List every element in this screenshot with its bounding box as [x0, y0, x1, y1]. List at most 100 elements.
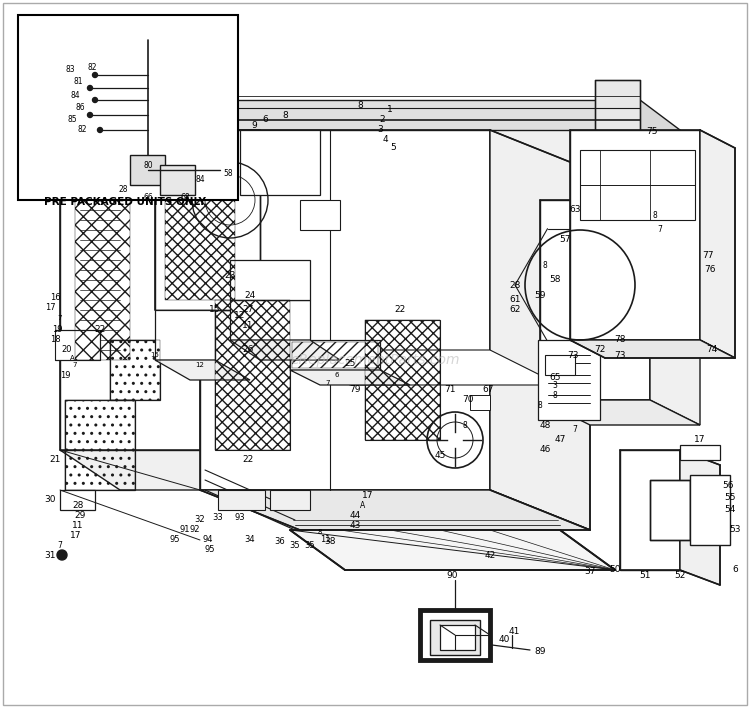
Text: 94: 94: [202, 535, 213, 544]
Text: 12: 12: [234, 311, 246, 319]
Text: 19: 19: [52, 326, 62, 334]
Polygon shape: [160, 165, 195, 195]
Text: 7: 7: [658, 226, 662, 234]
Polygon shape: [640, 100, 700, 175]
Text: 58: 58: [224, 169, 232, 178]
Text: 83: 83: [65, 66, 75, 74]
Circle shape: [57, 550, 67, 560]
Text: 8: 8: [463, 421, 467, 430]
Text: 43: 43: [350, 520, 361, 530]
Polygon shape: [470, 395, 490, 410]
Text: 42: 42: [484, 551, 496, 559]
FancyBboxPatch shape: [18, 15, 238, 200]
Polygon shape: [650, 200, 700, 425]
Polygon shape: [650, 480, 690, 540]
Polygon shape: [218, 490, 265, 510]
Circle shape: [92, 98, 98, 103]
Text: 73: 73: [567, 350, 579, 360]
Polygon shape: [680, 445, 720, 460]
Polygon shape: [538, 340, 600, 420]
Circle shape: [98, 127, 103, 132]
Text: 35: 35: [290, 540, 300, 549]
Text: 52: 52: [674, 571, 686, 580]
Text: 91: 91: [180, 525, 190, 535]
Polygon shape: [270, 490, 310, 510]
Text: 38: 38: [324, 537, 336, 547]
Text: 36: 36: [274, 537, 285, 547]
Polygon shape: [540, 200, 650, 400]
Text: 32: 32: [195, 515, 206, 525]
Polygon shape: [200, 490, 590, 530]
Text: 28: 28: [72, 501, 84, 510]
Text: 82: 82: [77, 125, 87, 135]
Text: 17: 17: [70, 530, 82, 539]
Text: 16: 16: [50, 292, 60, 302]
Text: 7: 7: [572, 426, 578, 435]
Text: 65: 65: [549, 374, 561, 382]
Text: 3: 3: [377, 125, 382, 135]
Polygon shape: [60, 100, 640, 130]
Text: 70: 70: [462, 396, 474, 404]
Polygon shape: [440, 625, 475, 650]
Text: 18: 18: [50, 336, 60, 345]
Text: 29: 29: [74, 510, 86, 520]
Text: 28: 28: [118, 185, 128, 195]
Text: 11: 11: [72, 520, 84, 530]
Polygon shape: [155, 130, 260, 310]
Text: 84: 84: [70, 91, 80, 100]
Text: 15: 15: [209, 305, 220, 314]
Polygon shape: [620, 450, 680, 570]
Text: 25: 25: [344, 358, 355, 367]
Polygon shape: [690, 475, 730, 545]
Polygon shape: [155, 360, 250, 380]
Text: 76: 76: [704, 266, 716, 275]
Polygon shape: [60, 490, 95, 510]
Polygon shape: [230, 260, 310, 300]
Text: A: A: [70, 355, 74, 361]
Text: 71: 71: [444, 385, 456, 394]
Text: 9: 9: [251, 120, 257, 130]
Text: 6: 6: [262, 115, 268, 125]
Text: 59: 59: [534, 290, 546, 299]
Text: 11: 11: [320, 535, 330, 544]
Text: 8: 8: [282, 110, 288, 120]
Text: 50: 50: [609, 566, 621, 574]
Text: 8: 8: [652, 210, 657, 219]
Text: 3: 3: [553, 380, 557, 389]
Text: 51: 51: [639, 571, 651, 580]
Text: 74: 74: [706, 346, 718, 355]
Text: 20: 20: [62, 346, 72, 355]
Polygon shape: [60, 80, 100, 130]
Text: 85: 85: [68, 115, 76, 125]
Text: 26: 26: [242, 346, 254, 355]
Text: 35: 35: [304, 540, 315, 549]
Text: 17: 17: [694, 435, 706, 445]
Text: 22: 22: [242, 455, 254, 464]
Text: 67: 67: [482, 385, 494, 394]
Polygon shape: [545, 355, 575, 375]
Polygon shape: [230, 300, 310, 340]
Polygon shape: [290, 340, 380, 370]
Text: 61: 61: [509, 295, 520, 304]
Text: 41: 41: [509, 627, 520, 636]
Text: 48: 48: [539, 421, 550, 430]
Polygon shape: [60, 450, 260, 490]
Text: PRE PACKAGED UNITS ONLY: PRE PACKAGED UNITS ONLY: [44, 197, 206, 207]
Text: 8: 8: [553, 391, 557, 399]
Polygon shape: [570, 130, 700, 340]
Polygon shape: [580, 150, 695, 220]
Text: 8: 8: [318, 529, 322, 535]
Polygon shape: [60, 130, 200, 450]
Text: 17: 17: [362, 491, 374, 501]
Text: 22: 22: [94, 326, 106, 334]
Text: 68: 68: [180, 193, 190, 202]
Text: 6: 6: [334, 372, 339, 378]
Text: 2: 2: [380, 115, 385, 125]
Text: 28: 28: [509, 280, 520, 290]
Text: 11: 11: [242, 321, 254, 329]
Text: 73: 73: [614, 350, 626, 360]
Polygon shape: [420, 610, 490, 660]
Text: 80: 80: [143, 161, 153, 169]
Circle shape: [88, 86, 92, 91]
Polygon shape: [570, 340, 735, 358]
